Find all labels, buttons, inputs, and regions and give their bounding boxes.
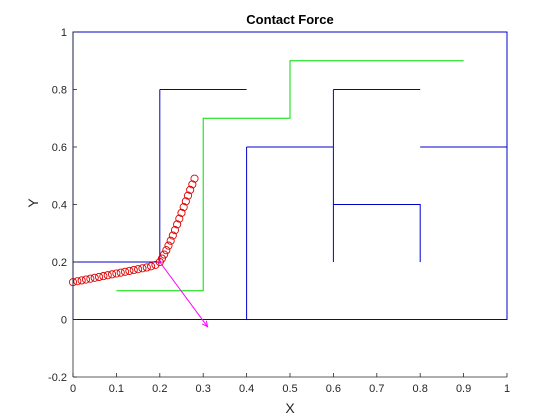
y-tick-label: -0.2 xyxy=(48,372,67,384)
x-tick-label: 0.4 xyxy=(239,383,254,395)
trajectory-marker xyxy=(183,191,193,200)
trajectory-marker xyxy=(170,226,180,235)
green-path-line xyxy=(116,60,464,292)
y-tick-label: 0 xyxy=(61,315,67,327)
trajectory-marker xyxy=(94,272,104,282)
x-tick-label: 0.8 xyxy=(413,383,428,395)
trajectory-marker xyxy=(103,271,112,280)
trajectory-marker xyxy=(162,246,171,255)
trajectory-marker xyxy=(73,277,82,286)
y-tick-label: 0.4 xyxy=(52,200,67,212)
x-tick-label: 0 xyxy=(70,383,76,395)
chart-title: Contact Force xyxy=(246,12,333,27)
y-tick-label: 0.2 xyxy=(52,257,67,269)
trajectory-marker xyxy=(142,263,151,272)
trajectory-marker xyxy=(108,270,117,279)
trajectory-marker xyxy=(175,214,184,223)
trajectory-marker xyxy=(125,266,134,275)
x-tick-label: 0.5 xyxy=(282,383,297,395)
x-tick-label: 0.6 xyxy=(326,383,341,395)
walls-layer xyxy=(72,31,508,320)
trajectory-marker xyxy=(121,267,130,276)
y-tick-label: 0.8 xyxy=(52,85,67,97)
trajectory-marker xyxy=(147,262,156,271)
x-tick-label: 0.1 xyxy=(109,383,124,395)
force-vector-line xyxy=(159,261,208,327)
trajectory-marker xyxy=(179,203,188,212)
y-tick-label: 0.6 xyxy=(52,142,67,154)
trajectory-marker xyxy=(177,208,186,217)
trajectory-marker xyxy=(77,276,86,285)
trajectory-marker xyxy=(157,254,167,263)
trajectory-marker xyxy=(86,274,95,283)
y-axis-ticks: -0.2 0 0.2 0.4 0.6 0.8 1 xyxy=(48,27,77,384)
force-layer xyxy=(158,260,209,328)
path-layer xyxy=(116,60,464,292)
trajectory-marker xyxy=(190,174,199,183)
trajectory-marker xyxy=(138,264,147,273)
trajectory-marker xyxy=(81,275,91,284)
trajectory-marker xyxy=(166,236,175,245)
x-tick-label: 1 xyxy=(504,383,510,395)
trajectory-marker xyxy=(181,197,190,206)
x-tick-label: 0.3 xyxy=(196,383,211,395)
marker-layer xyxy=(68,174,199,287)
x-tick-label: 0.7 xyxy=(369,383,384,395)
trajectory-marker xyxy=(90,273,99,282)
trajectory-marker xyxy=(129,265,138,275)
trajectory-marker xyxy=(116,268,125,277)
trajectory-marker xyxy=(134,265,143,274)
x-tick-label: 0.9 xyxy=(456,383,471,395)
y-tick-label: 1 xyxy=(61,27,67,39)
trajectory-marker xyxy=(112,269,121,278)
x-tick-label: 0.2 xyxy=(152,383,167,395)
force-vector-arrowhead xyxy=(201,320,209,328)
trajectory-marker xyxy=(186,185,195,194)
trajectory-marker xyxy=(164,241,173,250)
trajectory-marker xyxy=(99,272,108,281)
trajectory-marker xyxy=(173,220,182,229)
trajectory-marker xyxy=(160,250,169,259)
force-vector-origin xyxy=(158,260,162,264)
y-axis-label: Y xyxy=(25,198,41,208)
trajectory-marker xyxy=(168,231,177,240)
trajectory-marker xyxy=(151,260,160,269)
x-axis-label: X xyxy=(285,400,295,416)
x-axis-ticks: 0 0.1 0.2 0.3 0.4 0.5 0.6 0.7 0.8 0.9 1 xyxy=(70,373,510,395)
wall-segment-6 xyxy=(333,204,421,262)
trajectory-marker xyxy=(188,180,197,189)
